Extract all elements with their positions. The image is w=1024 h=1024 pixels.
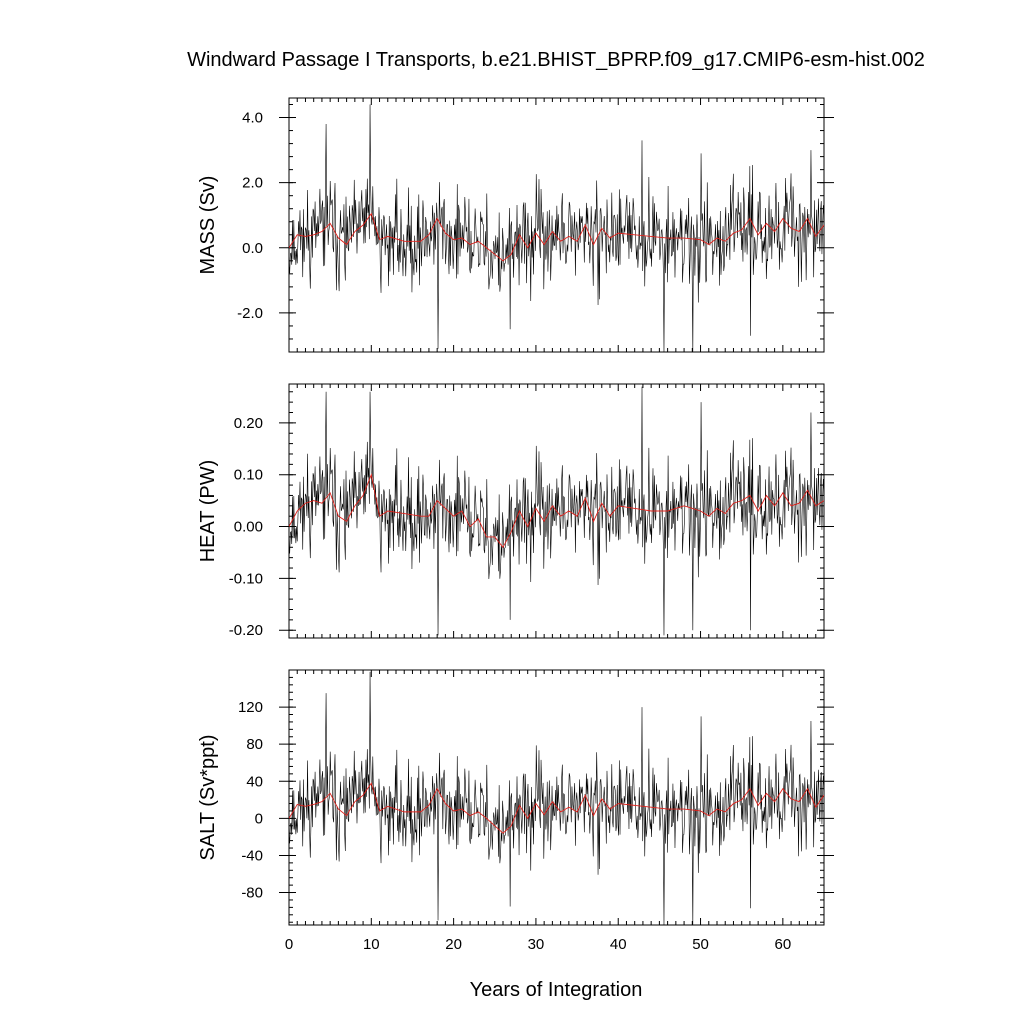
y-axis-title: HEAT (PW) xyxy=(197,460,219,563)
panel-salt: 0 10 20 30 40 50 60 -80 -40 0 40 80 120 SALT (Sv*ppt) xyxy=(197,669,834,953)
smoothed-series-line xyxy=(289,212,824,262)
x-tick-label: 40 xyxy=(610,936,627,953)
y-tick-label: 2.0 xyxy=(242,175,263,192)
y-axis-title: MASS (Sv) xyxy=(197,176,219,275)
y-tick-label: -0.20 xyxy=(229,622,263,639)
x-tick-label: 20 xyxy=(445,936,462,953)
monthly-series-line xyxy=(289,671,824,925)
y-tick-label: 4.0 xyxy=(242,110,263,127)
y-tick-label: 0.20 xyxy=(234,415,263,432)
y-tick-label: -0.10 xyxy=(229,570,263,587)
y-tick-label: 40 xyxy=(246,773,263,790)
x-axis-title: Years of Integration xyxy=(470,979,643,1001)
y-tick-label: -2.0 xyxy=(237,305,263,322)
monthly-series-line xyxy=(289,386,824,636)
smoothed-series-line xyxy=(289,473,824,549)
plot-frame xyxy=(288,383,825,639)
y-tick-label: 80 xyxy=(246,736,263,753)
x-tick-label: 0 xyxy=(285,936,293,953)
y-tick-label: 120 xyxy=(238,699,263,716)
panel-mass: -2.0 0.0 2.0 4.0 MASS (Sv) xyxy=(197,97,834,353)
y-tick-label: 0.10 xyxy=(234,467,263,484)
plot-frame xyxy=(288,669,825,926)
y-axis-title: SALT (Sv*ppt) xyxy=(197,735,219,861)
smoothed-series-line xyxy=(289,782,824,834)
y-tick-label: 0.0 xyxy=(242,240,263,257)
y-tick-label: 0.00 xyxy=(234,519,263,536)
chart-title: Windward Passage I Transports, b.e21.BHI… xyxy=(187,49,925,71)
y-tick-label: -40 xyxy=(241,847,263,864)
monthly-series-line xyxy=(289,104,824,352)
x-tick-label: 60 xyxy=(775,936,792,953)
x-tick-label: 30 xyxy=(528,936,545,953)
y-tick-label: -80 xyxy=(241,885,263,902)
x-tick-label: 10 xyxy=(363,936,380,953)
panel-heat: -0.20 -0.10 0.00 0.10 0.20 HEAT (PW) xyxy=(197,383,834,639)
y-tick-label: 0 xyxy=(255,810,263,827)
x-tick-label: 50 xyxy=(692,936,709,953)
